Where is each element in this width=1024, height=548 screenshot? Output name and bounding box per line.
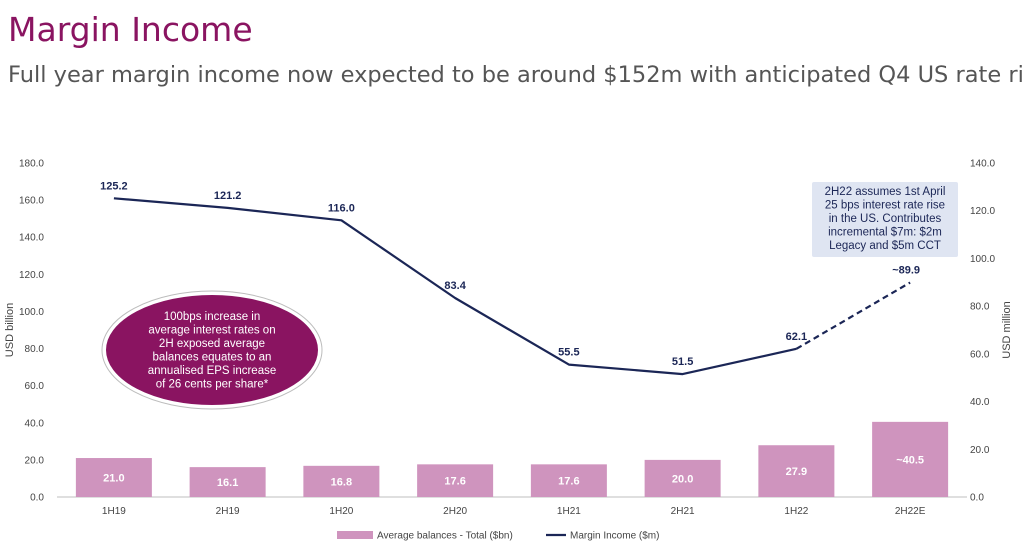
rate-rise-callout-text: in the US. Contributes (829, 213, 942, 225)
rate-rise-callout-text: Legacy and $5m CCT (829, 240, 941, 252)
y2-tick-label: 120.0 (970, 206, 995, 217)
eps-annotation-text: average interest rates on (148, 325, 275, 337)
x-tick-label: 2H21 (671, 506, 695, 517)
x-tick-label: 1H20 (329, 506, 353, 517)
y2-tick-label: 40.0 (970, 397, 990, 408)
line-data-label: 62.1 (786, 331, 807, 343)
y2-tick-label: 100.0 (970, 254, 995, 265)
bar (872, 421, 949, 497)
bar-data-label: 16.1 (217, 477, 238, 489)
rate-rise-callout-box (812, 182, 958, 257)
y-axis-title: USD billion (4, 303, 16, 357)
y2-tick-label: 60.0 (970, 349, 990, 360)
line-data-label: 116.0 (328, 202, 355, 214)
line-data-label: ~89.9 (892, 265, 920, 277)
y-tick-label: 160.0 (19, 196, 44, 207)
y2-tick-label: 80.0 (970, 302, 990, 313)
y-tick-label: 40.0 (25, 418, 45, 429)
line-data-label: 83.4 (444, 280, 466, 292)
y2-axis-title: USD million (1001, 301, 1013, 358)
margin-income-projection-line (795, 281, 911, 350)
bar (303, 465, 380, 497)
page-title: Margin Income (8, 10, 253, 49)
y-tick-label: 20.0 (25, 455, 45, 466)
bar-data-label: 21.0 (103, 473, 124, 485)
y-tick-label: 120.0 (19, 270, 44, 281)
legend-bar-label: Average balances - Total ($bn) (377, 531, 513, 542)
bar (644, 459, 721, 497)
line-data-label: 125.2 (100, 180, 128, 192)
y2-tick-label: 140.0 (970, 159, 995, 170)
bar-data-label: 17.6 (444, 476, 465, 488)
bar-data-label: 27.9 (786, 466, 807, 478)
eps-annotation-outline (101, 290, 323, 410)
eps-annotation-text: 2H exposed average (159, 338, 265, 350)
x-tick-label: 2H22E (895, 506, 926, 517)
y-tick-label: 60.0 (25, 381, 45, 392)
rate-rise-callout-text: incremental $7m: $2m (828, 227, 942, 239)
y-tick-label: 140.0 (19, 233, 44, 244)
line-data-label: 51.5 (672, 356, 693, 368)
line-data-label: 121.2 (214, 190, 242, 202)
margin-income-line (113, 197, 797, 376)
x-tick-label: 2H20 (443, 506, 467, 517)
bar (417, 464, 494, 497)
y-tick-label: 100.0 (19, 307, 44, 318)
eps-annotation-ellipse (104, 293, 320, 407)
line-data-label: 55.5 (558, 347, 579, 359)
y-tick-label: 180.0 (19, 159, 44, 170)
bar (75, 458, 152, 497)
y-tick-label: 80.0 (25, 344, 45, 355)
rate-rise-callout-text: 2H22 assumes 1st April (825, 186, 946, 198)
y-tick-label: 0.0 (30, 493, 44, 504)
legend-line-label: Margin Income ($m) (570, 531, 659, 542)
eps-annotation-text: annualised EPS increase (148, 365, 277, 377)
bar (189, 467, 266, 497)
legend-bar-swatch (337, 531, 373, 539)
bar-data-label: 20.0 (672, 473, 693, 485)
x-tick-label: 1H19 (102, 506, 126, 517)
eps-annotation-text: 100bps increase in (164, 311, 261, 323)
bar (530, 464, 607, 497)
bar (758, 445, 835, 497)
bar-data-label: 17.6 (558, 476, 579, 488)
x-tick-label: 1H22 (784, 506, 808, 517)
x-tick-label: 1H21 (557, 506, 581, 517)
bar-data-label: ~40.5 (896, 454, 924, 466)
x-tick-label: 2H19 (216, 506, 240, 517)
y2-tick-label: 0.0 (970, 493, 984, 504)
page-subtitle: Full year margin income now expected to … (8, 62, 1024, 88)
eps-annotation-text: balances equates to an (153, 352, 272, 364)
y2-tick-label: 20.0 (970, 445, 990, 456)
eps-annotation-text: of 26 cents per share* (156, 379, 269, 391)
rate-rise-callout-text: 25 bps interest rate rise (825, 200, 945, 212)
bar-data-label: 16.8 (331, 476, 352, 488)
